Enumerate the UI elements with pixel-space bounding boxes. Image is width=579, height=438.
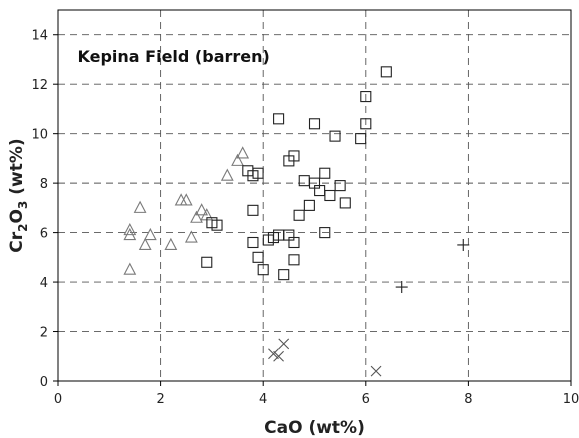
- chart-annotation: Kepina Field (barren): [77, 47, 269, 66]
- x-tick-label: 10: [563, 392, 579, 407]
- triangle-point: [231, 153, 244, 166]
- square-point: [278, 269, 290, 281]
- square-point: [201, 256, 213, 268]
- x-tick-label: 0: [54, 392, 62, 407]
- triangle-point: [195, 203, 209, 216]
- y-tick-label: 0: [40, 375, 48, 390]
- square-point: [334, 180, 346, 192]
- y-axis-label: Cr2O3 (wt%): [7, 138, 30, 252]
- x-tick-label: 6: [362, 392, 370, 407]
- triangle-point: [138, 237, 152, 251]
- data-points: [123, 66, 470, 377]
- square-point: [288, 236, 300, 249]
- square-point: [247, 236, 259, 249]
- square-point: [262, 234, 274, 246]
- square-point: [319, 227, 331, 239]
- square-point: [298, 175, 310, 187]
- x-tick-label: 2: [156, 392, 164, 407]
- cross-point: [268, 348, 279, 360]
- axis-ticks: 0 2 4 6 8 10 0 2 4 6 8 10 12 14: [31, 29, 579, 407]
- x-tick-label: 8: [464, 392, 472, 407]
- square-point: [360, 118, 372, 130]
- triangle-point: [123, 227, 137, 241]
- triangle-point: [190, 210, 203, 223]
- cross-point: [278, 338, 290, 350]
- triangle-point: [164, 237, 178, 251]
- square-point: [252, 251, 264, 263]
- square-point: [288, 254, 300, 266]
- square-point: [360, 91, 372, 103]
- x-axis-label: CaO (wt%): [264, 418, 365, 438]
- y-tick-label: 2: [40, 326, 48, 341]
- plus-point: [457, 238, 470, 251]
- square-point: [324, 189, 336, 202]
- square-point: [339, 197, 351, 209]
- square-point: [288, 150, 300, 162]
- square-point: [273, 113, 285, 125]
- square-point: [308, 118, 321, 130]
- triangle-point: [179, 193, 193, 206]
- y-tick-label: 14: [31, 29, 48, 44]
- triangle-point: [133, 200, 147, 213]
- triangle-point: [143, 227, 157, 241]
- square-point: [252, 167, 264, 179]
- y-tick-label: 10: [31, 128, 48, 143]
- y-tick-label: 12: [31, 78, 48, 93]
- cross-point: [370, 365, 382, 377]
- triangle-point: [123, 262, 137, 275]
- square-point: [293, 209, 305, 221]
- plus-point: [395, 281, 408, 294]
- square-point: [211, 219, 223, 231]
- square-point: [380, 66, 392, 78]
- square-point: [303, 199, 315, 211]
- triangle-point: [236, 146, 250, 159]
- square-point: [355, 133, 367, 145]
- grid-lines: [58, 10, 571, 381]
- triangle-point: [220, 168, 234, 181]
- y-tick-label: 8: [40, 177, 48, 192]
- plot-frame: [57, 9, 572, 382]
- square-point: [319, 167, 331, 179]
- y-tick-label: 4: [40, 276, 48, 291]
- y-tick-label: 6: [40, 227, 48, 242]
- square-point: [257, 264, 269, 276]
- triangle-point: [123, 222, 137, 236]
- square-point: [329, 130, 341, 142]
- triangle-point: [184, 230, 198, 243]
- x-tick-label: 4: [259, 392, 267, 407]
- square-point: [247, 204, 259, 216]
- cross-point: [273, 350, 284, 362]
